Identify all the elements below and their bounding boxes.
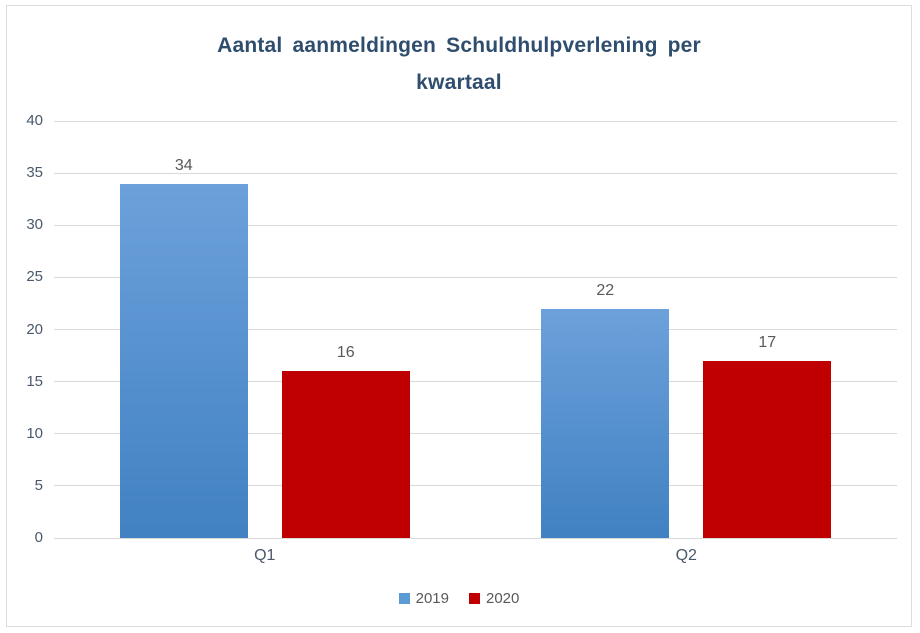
bar-2020-Q1 (281, 371, 410, 538)
bar-value-label: 34 (174, 156, 193, 174)
gridline (54, 329, 897, 330)
y-axis-label: 10 (26, 424, 43, 442)
y-axis-label: 35 (26, 164, 43, 182)
bar-2019-Q2 (541, 308, 670, 538)
y-axis-label: 25 (26, 268, 43, 286)
legend-item-2019: 2019 (398, 590, 449, 607)
y-axis-label: 20 (26, 320, 43, 338)
bar-2019-Q1 (119, 183, 248, 538)
gridline (54, 485, 897, 487)
legend-item-2020: 2020 (469, 590, 519, 607)
bar-value-label: 17 (758, 333, 777, 351)
gridline (54, 276, 897, 278)
y-axis-label: 30 (26, 216, 43, 234)
x-axis-label-Q1: Q1 (254, 547, 276, 564)
gridline (54, 224, 897, 226)
y-axis-label: 0 (34, 529, 43, 546)
legend-swatch-icon (469, 593, 480, 604)
y-axis-label: 5 (34, 476, 43, 494)
y-axis-label: 40 (26, 112, 43, 129)
gridline (54, 120, 897, 122)
bar-2020-Q2 (703, 360, 832, 538)
bar-value-label: 16 (336, 344, 355, 362)
plot-area: 0 5 10 15 20 25 30 35 40 34 16 22 17 Q1 Q2 (7, 6, 911, 626)
gridline (54, 172, 897, 174)
chart-title: Aantal aanmeldingen Schuldhulpverlening … (217, 34, 701, 94)
legend: 2019 2020 (7, 590, 911, 607)
legend-label: 2019 (415, 590, 449, 607)
legend-swatch-icon (398, 593, 410, 604)
y-axis-label: 15 (26, 372, 43, 390)
gridline (54, 537, 897, 539)
x-axis-label-Q2: Q2 (675, 547, 697, 564)
legend-label: 2020 (486, 590, 520, 607)
bar-value-label: 22 (596, 281, 615, 299)
gridline (54, 433, 897, 435)
gridline (54, 381, 897, 383)
chart-frame: Aantal aanmeldingen Schuldhulpverlening … (6, 5, 912, 627)
